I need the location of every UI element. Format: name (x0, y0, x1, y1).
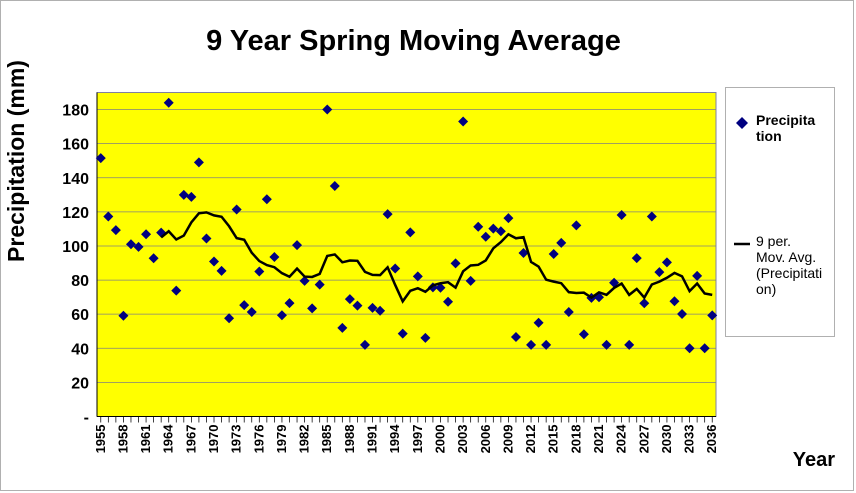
svg-text:2036: 2036 (704, 425, 719, 454)
svg-text:1970: 1970 (206, 425, 221, 454)
svg-text:1958: 1958 (115, 425, 130, 454)
svg-text:1988: 1988 (342, 425, 357, 454)
svg-text:2015: 2015 (546, 425, 561, 454)
svg-text:2024: 2024 (614, 424, 629, 454)
svg-text:140: 140 (62, 171, 89, 188)
svg-text:1955: 1955 (93, 425, 108, 454)
svg-text:1967: 1967 (183, 425, 198, 454)
svg-text:1964: 1964 (161, 424, 176, 454)
svg-text:1991: 1991 (365, 425, 380, 454)
svg-text:2006: 2006 (478, 425, 493, 454)
svg-text:2012: 2012 (523, 425, 538, 454)
svg-text:1973: 1973 (229, 425, 244, 454)
svg-text:180: 180 (62, 103, 89, 120)
svg-text:1985: 1985 (319, 425, 334, 454)
svg-text:1994: 1994 (387, 424, 402, 454)
svg-text:2021: 2021 (591, 425, 606, 454)
svg-text:120: 120 (62, 205, 89, 222)
svg-text:100: 100 (62, 239, 89, 256)
svg-text:20: 20 (71, 375, 89, 392)
svg-text:1982: 1982 (297, 425, 312, 454)
svg-text:2009: 2009 (500, 425, 515, 454)
svg-text:2003: 2003 (455, 425, 470, 454)
svg-text:2000: 2000 (432, 425, 447, 454)
svg-text:-: - (84, 410, 89, 427)
svg-text:2033: 2033 (682, 425, 697, 454)
svg-text:2018: 2018 (568, 425, 583, 454)
svg-text:1997: 1997 (410, 425, 425, 454)
svg-text:1979: 1979 (274, 425, 289, 454)
svg-text:2027: 2027 (636, 425, 651, 454)
svg-text:1961: 1961 (138, 425, 153, 454)
svg-text:160: 160 (62, 137, 89, 154)
svg-text:60: 60 (71, 307, 89, 324)
svg-text:1976: 1976 (251, 425, 266, 454)
svg-text:40: 40 (71, 341, 89, 358)
svg-text:80: 80 (71, 273, 89, 290)
svg-text:2030: 2030 (659, 425, 674, 454)
